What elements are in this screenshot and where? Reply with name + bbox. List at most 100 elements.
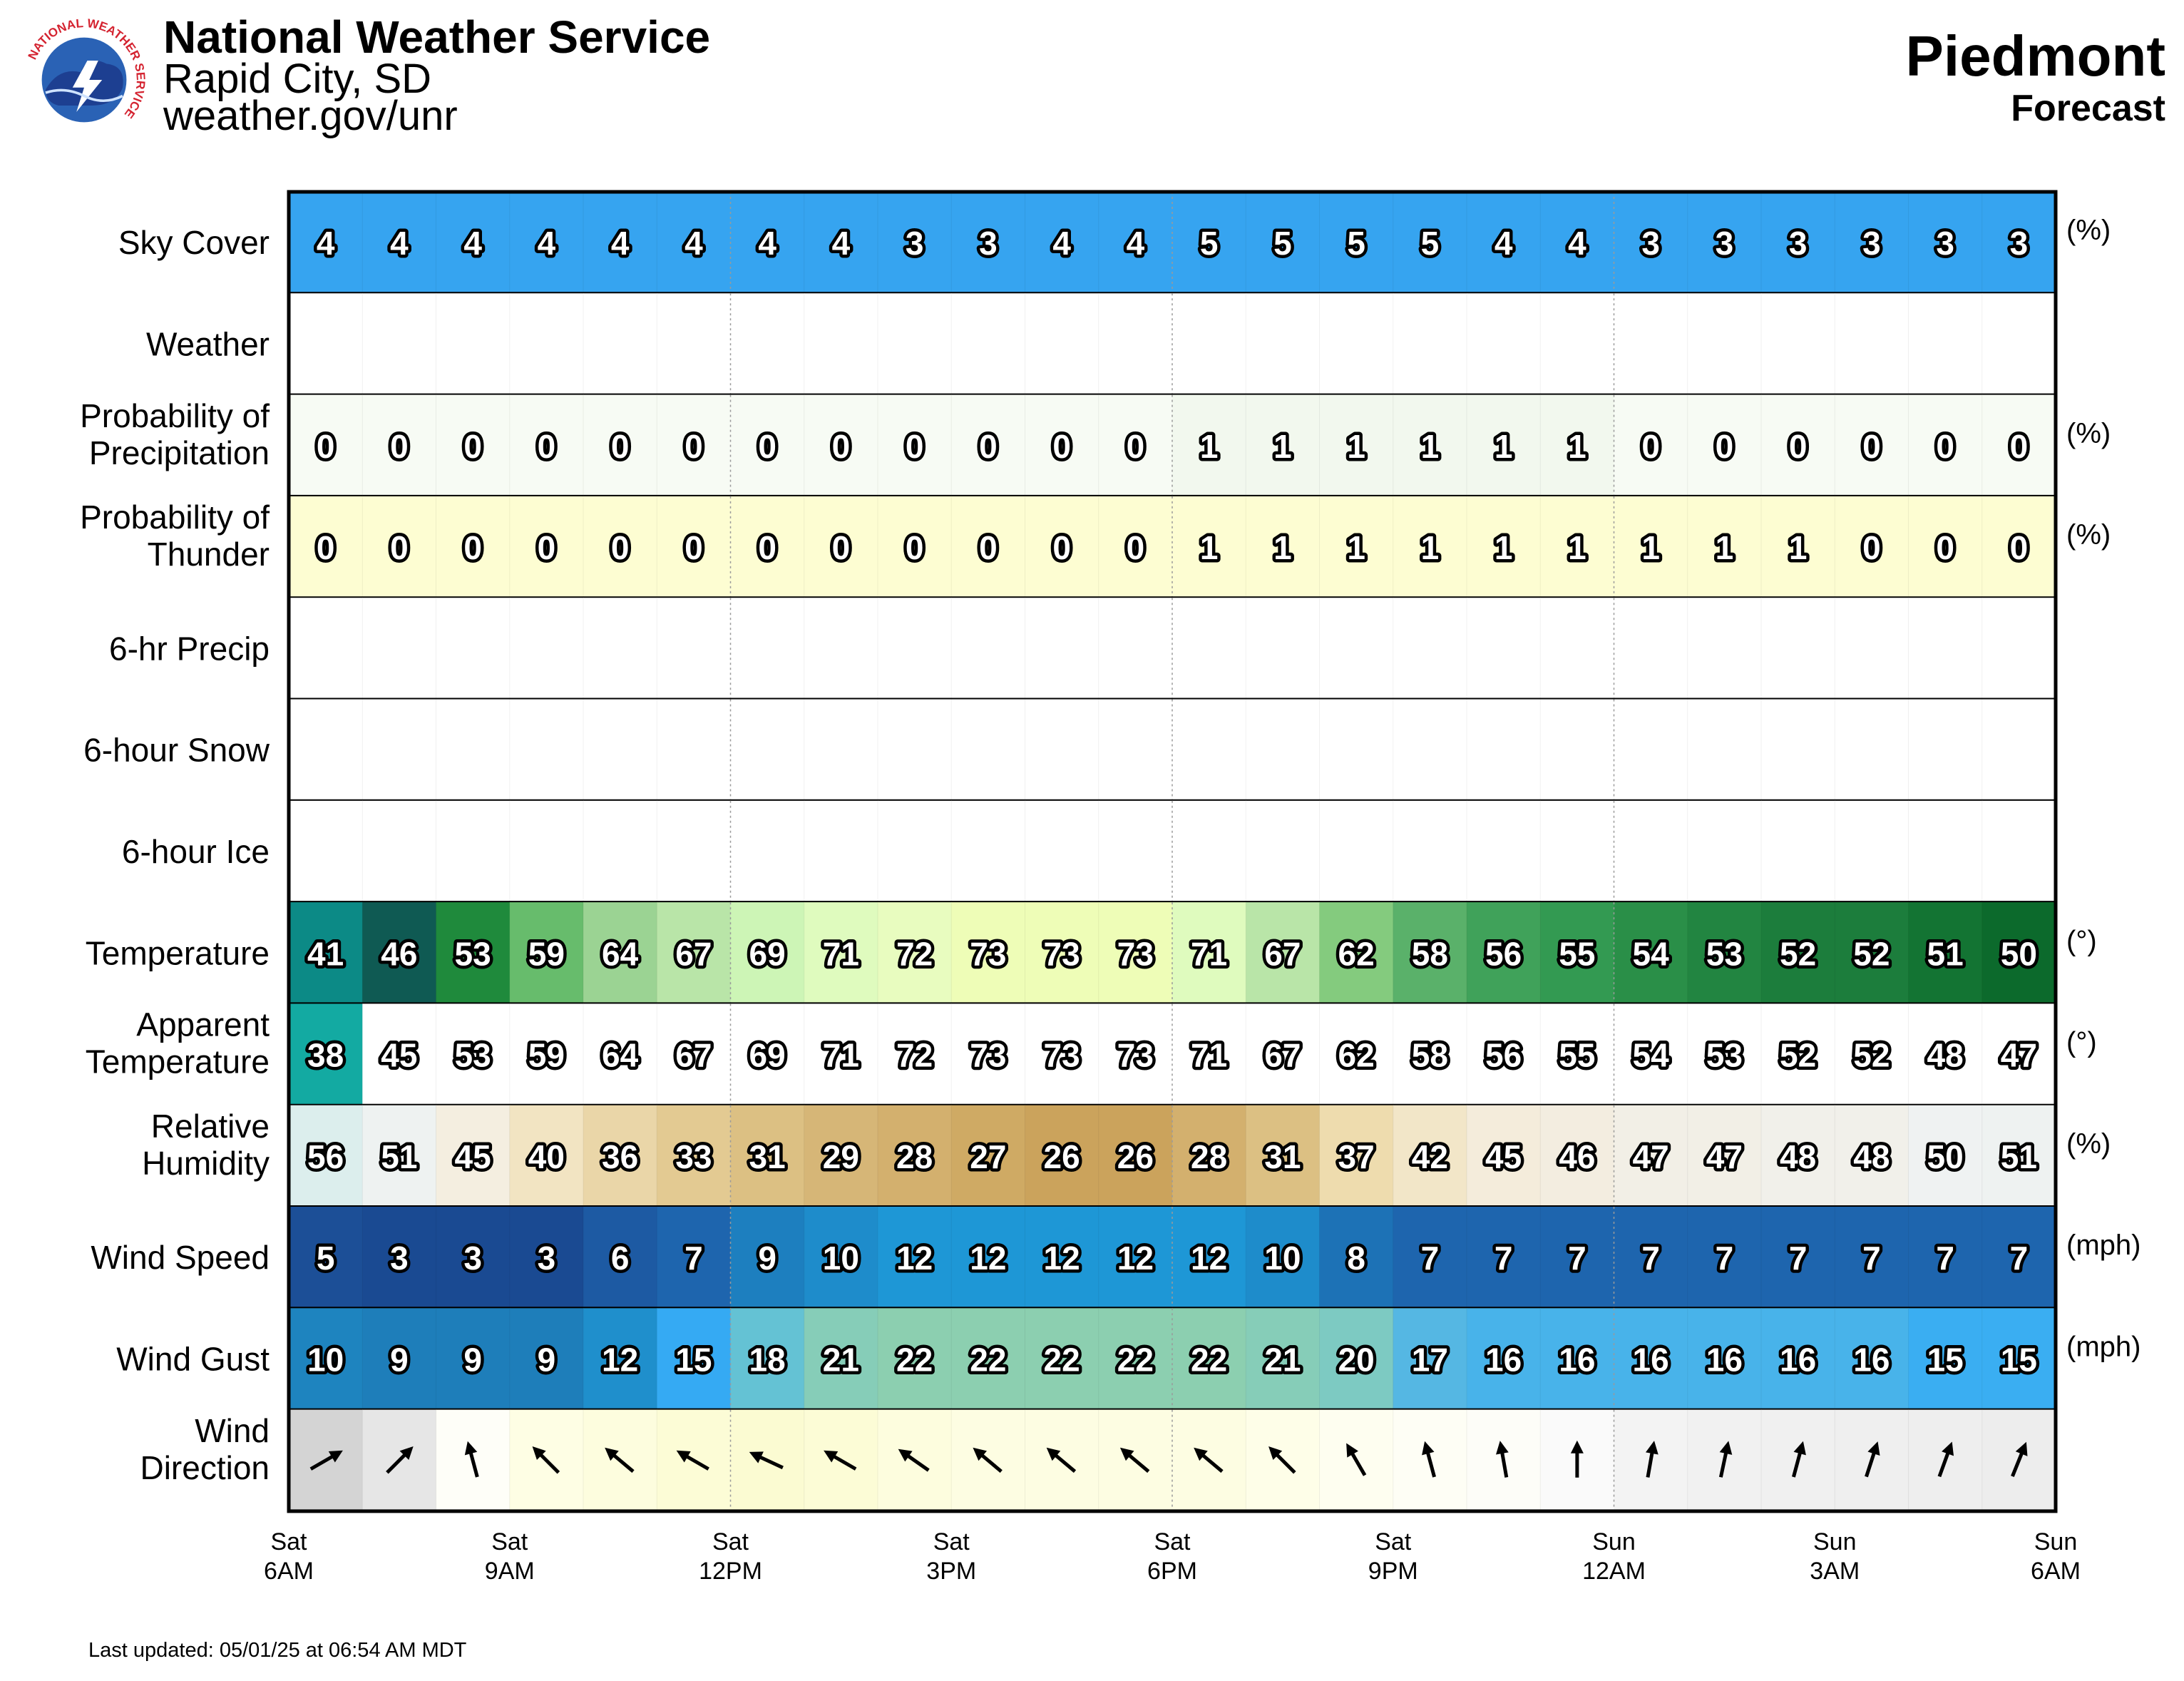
office-url[interactable]: weather.gov/unr [163, 93, 458, 139]
probability-of-precipitation-cell [1540, 394, 1615, 496]
apparent-temperature-value: 54 [1633, 1037, 1670, 1074]
probability-of-precipitation-cell [1172, 394, 1246, 496]
wind-gust-cell [1614, 1308, 1688, 1410]
probability-of-thunder-cell [1393, 496, 1467, 598]
probability-of-precipitation-value: 0 [685, 428, 703, 465]
probability-of-thunder-cell [1908, 496, 1983, 598]
x-tick-label: Sat 6PM [1147, 1528, 1197, 1585]
apparent-temperature-cell [289, 1003, 363, 1105]
probability-of-precipitation-cell [1687, 394, 1762, 496]
weather-cell [1246, 293, 1321, 395]
6-hour-ice-cell [1908, 800, 1983, 903]
probability-of-precipitation-cell [1835, 394, 1909, 496]
wind-gust-value: 16 [1780, 1341, 1816, 1378]
sky-cover-value: 3 [2010, 225, 2029, 262]
probability-of-precipitation-value: 0 [758, 428, 776, 465]
probability-of-thunder-cell [289, 496, 363, 598]
wind-gust-cell [1761, 1308, 1835, 1410]
6-hour-ice-cell [436, 800, 511, 903]
relative-humidity-value: 56 [307, 1138, 344, 1175]
sky-cover-value: 3 [1716, 225, 1734, 262]
6-hour-ice-label: 6-hour Ice [122, 833, 270, 870]
probability-of-precipitation-cell [1614, 394, 1688, 496]
wind-gust-value: 21 [1264, 1341, 1301, 1378]
temperature-value: 52 [1780, 935, 1816, 972]
wind-gust-cell [1467, 1308, 1541, 1410]
wind-speed-cell [1982, 1207, 2056, 1309]
sky-cover-cell [1761, 192, 1835, 294]
probability-of-precipitation-value: 0 [1789, 428, 1808, 465]
6-hour-ice-cell [730, 800, 805, 903]
sky-cover-value: 3 [1936, 225, 1954, 262]
probability-of-precipitation-value: 1 [1200, 428, 1219, 465]
probability-of-thunder-cell [1246, 496, 1321, 598]
weather-cell [1025, 293, 1099, 395]
apparent-temperature-cell [1025, 1003, 1099, 1105]
apparent-temperature-cell [1098, 1003, 1173, 1105]
temperature-value: 69 [749, 935, 786, 972]
6-hour-ice-cell [1687, 800, 1762, 903]
wind-gust-value: 16 [1485, 1341, 1522, 1378]
relative-humidity-cell [362, 1105, 437, 1207]
sky-cover-cell [509, 192, 584, 294]
6-hr-precip-cell [1614, 598, 1688, 700]
temperature-value: 56 [1485, 935, 1522, 972]
temperature-value: 59 [528, 935, 565, 972]
apparent-temperature-cell [583, 1003, 657, 1105]
wind-gust-value: 22 [970, 1341, 1006, 1378]
sky-cover-cell [1098, 192, 1173, 294]
wind-speed-value: 7 [1421, 1240, 1440, 1277]
wind-speed-value: 12 [970, 1240, 1006, 1277]
relative-humidity-cell [1246, 1105, 1321, 1207]
relative-humidity-cell [289, 1105, 363, 1207]
probability-of-thunder-value: 1 [1200, 529, 1219, 566]
probability-of-thunder-value: 0 [685, 529, 703, 566]
weather-cell [1982, 293, 2056, 395]
probability-of-thunder-value: 0 [390, 529, 409, 566]
wind-speed-value: 7 [685, 1240, 703, 1277]
6-hour-ice-cell [657, 800, 732, 903]
temperature-cell [436, 902, 511, 1004]
sky-cover-cell [1982, 192, 2056, 294]
wind-speed-value: 3 [538, 1240, 556, 1277]
6-hour-ice-cell [1025, 800, 1099, 903]
weather-cell [1614, 293, 1688, 395]
relative-humidity-cell [1393, 1105, 1467, 1207]
6-hour-ice-cell [509, 800, 584, 903]
weather-cell [951, 293, 1026, 395]
row-6-hour-ice [289, 800, 2056, 903]
6-hour-snow-cell [509, 699, 584, 801]
sky-cover-cell [1172, 192, 1246, 294]
temperature-cell [1319, 902, 1394, 1004]
probability-of-thunder-cell [951, 496, 1026, 598]
apparent-temperature-value: 47 [2001, 1037, 2037, 1074]
6-hour-ice-cell [1098, 800, 1173, 903]
wind-direction-arrow [1346, 1443, 1367, 1476]
wind-speed-value: 7 [1641, 1240, 1660, 1277]
probability-of-thunder-cell [1835, 496, 1909, 598]
6-hr-precip-cell [951, 598, 1026, 700]
probability-of-precipitation-cell [362, 394, 437, 496]
apparent-temperature-label: Apparent Temperature [86, 1006, 270, 1080]
relative-humidity-value: 28 [896, 1138, 933, 1175]
6-hour-ice-cell [1393, 800, 1467, 903]
probability-of-precipitation-value: 0 [2010, 428, 2029, 465]
sky-cover-value: 5 [1273, 225, 1292, 262]
6-hr-precip-cell [1761, 598, 1835, 700]
wind-gust-cell [583, 1308, 657, 1410]
sky-cover-value: 4 [1052, 225, 1071, 262]
apparent-temperature-cell [1687, 1003, 1762, 1105]
probability-of-precipitation-cell [1098, 394, 1173, 496]
temperature-cell [1246, 902, 1321, 1004]
sky-cover-cell [951, 192, 1026, 294]
6-hour-ice-cell [1614, 800, 1688, 903]
probability-of-precipitation-cell [436, 394, 511, 496]
6-hour-ice-cell [1172, 800, 1246, 903]
temperature-cell [1540, 902, 1615, 1004]
wind-speed-value: 3 [463, 1240, 482, 1277]
probability-of-thunder-cell [1761, 496, 1835, 598]
wind-speed-value: 7 [1716, 1240, 1734, 1277]
row-temperature [289, 902, 2056, 1004]
wind-speed-value: 7 [1862, 1240, 1881, 1277]
